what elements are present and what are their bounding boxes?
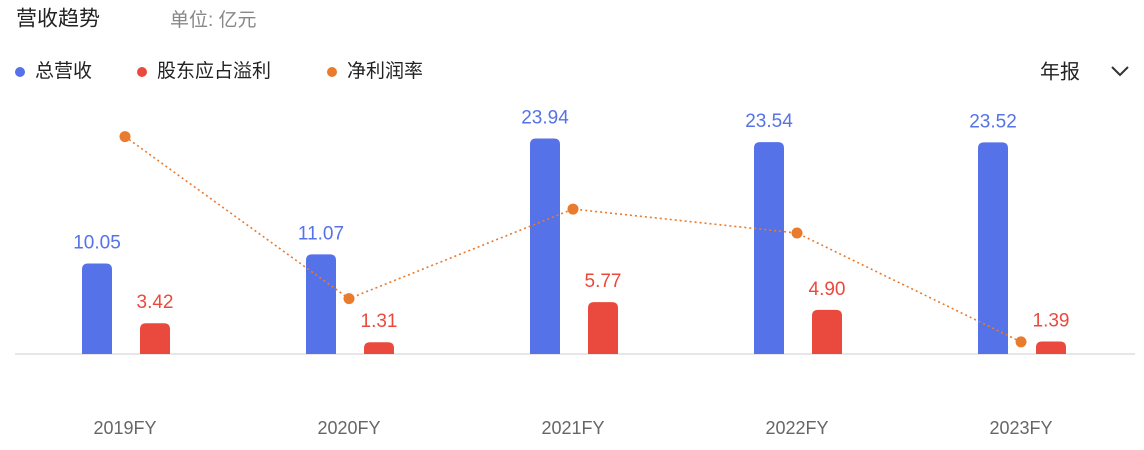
value-label: 5.77 — [585, 271, 622, 292]
bar — [364, 342, 394, 354]
bar — [306, 254, 336, 354]
bar — [530, 138, 560, 354]
x-tick-label: 2021FY — [541, 418, 604, 438]
legend-dot — [327, 67, 337, 77]
period-selector[interactable]: 年报 — [1040, 60, 1129, 83]
line-point — [791, 227, 803, 239]
bar — [978, 142, 1008, 354]
line-point — [567, 203, 579, 215]
bar — [82, 263, 112, 354]
x-tick-label: 2023FY — [989, 418, 1052, 438]
legend-dot — [15, 67, 25, 77]
line-point — [1015, 336, 1027, 348]
legend-dot — [137, 67, 147, 77]
chart-subtitle: 单位: 亿元 — [170, 9, 257, 31]
value-label: 3.42 — [137, 292, 174, 313]
x-tick-label: 2022FY — [765, 418, 828, 438]
legend-label: 股东应占溢利 — [157, 60, 271, 82]
dropdown-chevron[interactable] — [1111, 66, 1129, 77]
value-label: 11.07 — [298, 223, 344, 244]
value-label: 23.52 — [969, 111, 1017, 132]
bar — [588, 302, 618, 354]
period-label[interactable]: 年报 — [1040, 60, 1080, 83]
x-tick-label: 2020FY — [317, 418, 380, 438]
x-tick-label: 2019FY — [93, 418, 156, 438]
bar — [812, 309, 842, 354]
line — [124, 135, 1022, 343]
value-label: 23.94 — [521, 108, 569, 129]
legend-label: 总营收 — [35, 60, 92, 82]
chart-title: 营收趋势 — [16, 8, 100, 31]
value-label: 4.90 — [809, 279, 846, 300]
line-point — [343, 293, 355, 305]
bar — [140, 323, 170, 354]
bar — [754, 142, 784, 354]
value-label: 10.05 — [73, 233, 121, 254]
value-label: 1.39 — [1033, 311, 1070, 332]
value-label: 23.54 — [745, 111, 793, 132]
bar — [1036, 341, 1066, 354]
legend-label: 净利润率 — [347, 60, 423, 82]
line-point — [119, 131, 131, 143]
value-label: 1.31 — [361, 311, 398, 332]
